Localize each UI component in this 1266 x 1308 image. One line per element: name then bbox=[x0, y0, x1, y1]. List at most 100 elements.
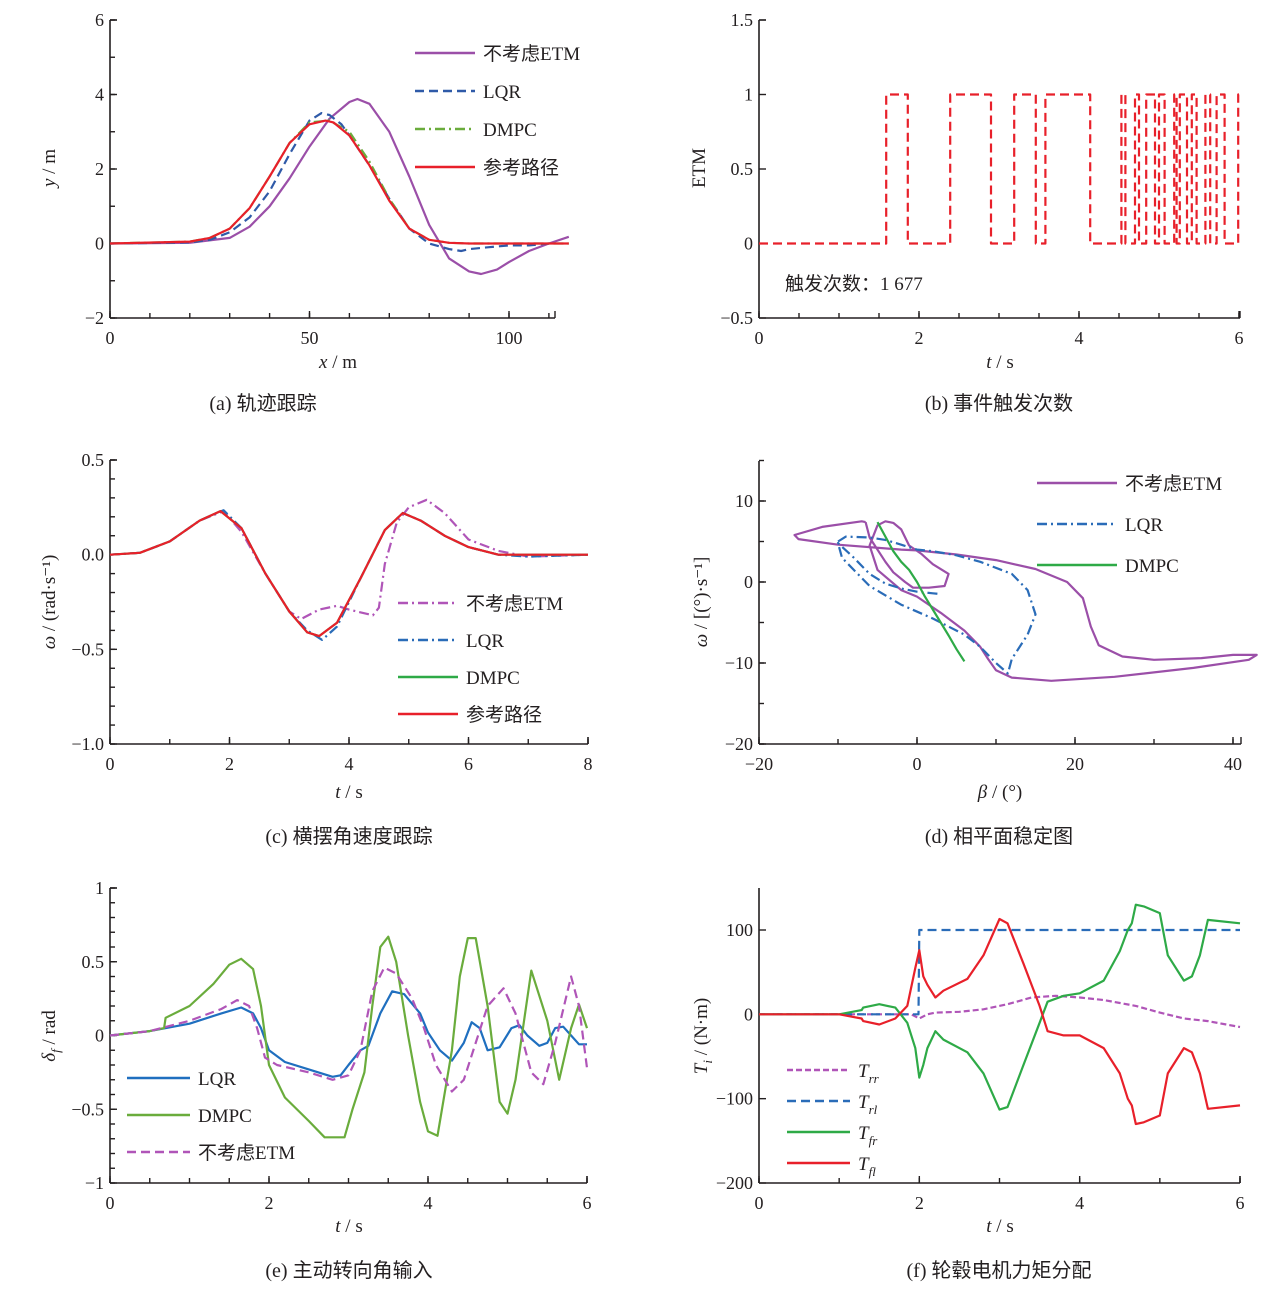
legend-label: 参考路径 bbox=[483, 157, 559, 179]
x-tick-label: 4 bbox=[424, 1193, 433, 1213]
x-axis-label: t / s bbox=[986, 352, 1013, 373]
y-axis-label: ω / [(°)·s⁻¹] bbox=[691, 557, 712, 648]
x-axis-unit: / s bbox=[341, 1216, 363, 1237]
legend-label-subscript: rr bbox=[869, 1071, 880, 1086]
legend-label: LQR bbox=[466, 631, 504, 652]
x-axis-label: β / (°) bbox=[977, 782, 1023, 803]
y-tick-label: 0 bbox=[95, 234, 104, 254]
x-axis-unit: / m bbox=[327, 352, 357, 373]
x-tick-label: 4 bbox=[345, 754, 354, 774]
x-tick-label: 4 bbox=[1075, 328, 1084, 348]
legend-label: LQR bbox=[198, 1069, 236, 1090]
series-line-Tfr bbox=[759, 903, 1241, 1111]
legend-label: DMPC bbox=[198, 1106, 252, 1127]
series-line-DMPC bbox=[876, 521, 966, 662]
y-tick-label: 1.5 bbox=[731, 10, 754, 30]
x-axis-var: x bbox=[318, 352, 328, 373]
y-tick-label: 0 bbox=[744, 1004, 753, 1024]
x-tick-label: 6 bbox=[464, 754, 473, 774]
x-axis-unit: / (°) bbox=[987, 782, 1022, 803]
y-axis-label: ω / (rad·s⁻¹) bbox=[39, 555, 60, 650]
legend-label-subscript: rl bbox=[869, 1102, 878, 1117]
legend-label: LQR bbox=[1125, 515, 1163, 536]
y-tick-label: 0 bbox=[744, 234, 753, 254]
y-axis-var: y bbox=[39, 178, 60, 189]
legend: LQR DMPC 不考虑ETM bbox=[127, 1069, 295, 1164]
legend: 不考虑ETM LQR DMPC 参考路径 bbox=[398, 593, 563, 726]
y-axis-var: T bbox=[691, 1062, 712, 1074]
series-line-LQR bbox=[109, 990, 587, 1078]
panel-d: −20 0 20 40 −20 −10 0 10 β / (°) ω / [(°)·s⁻¹] (d)… bbox=[691, 459, 1258, 848]
x-tick-label: 8 bbox=[584, 754, 593, 774]
panel-caption: (e) 主动转向角输入 bbox=[265, 1259, 432, 1282]
legend-label-main: T bbox=[858, 1092, 870, 1113]
series-line-DMPC bbox=[109, 510, 588, 638]
y-tick-label: −100 bbox=[716, 1089, 753, 1109]
legend-label: 参考路径 bbox=[466, 704, 542, 726]
x-axis-label: x / m bbox=[318, 352, 357, 373]
y-tick-label: 0.5 bbox=[82, 952, 105, 972]
x-axis-var: t bbox=[335, 782, 341, 803]
series-line-不考虑ETM bbox=[109, 97, 570, 276]
x-tick-label: 0 bbox=[106, 328, 115, 348]
y-tick-label: −200 bbox=[716, 1173, 753, 1193]
panel-e: 0 2 4 6 −1 −0.5 0 0.5 1 t / s δf / rad (e) 主动转向角输入 L… bbox=[39, 878, 592, 1282]
panel-caption: (f) 轮毂电机力矩分配 bbox=[907, 1259, 1092, 1282]
series-line-ETM bbox=[759, 93, 1240, 245]
x-axis-label: t / s bbox=[335, 1216, 362, 1237]
legend: 不考虑ETM LQR DMPC 参考路径 bbox=[415, 43, 580, 179]
legend-label-main: T bbox=[858, 1123, 870, 1144]
series-line-不考虑ETM bbox=[793, 520, 1258, 682]
x-tick-label: 4 bbox=[1075, 1193, 1084, 1213]
x-tick-label: 6 bbox=[1235, 328, 1244, 348]
panel-caption: (b) 事件触发次数 bbox=[925, 392, 1073, 415]
y-axis-subscript: f bbox=[48, 1047, 63, 1053]
x-axis-unit: / s bbox=[992, 1216, 1014, 1237]
x-tick-label: 100 bbox=[496, 328, 523, 348]
x-tick-label: 6 bbox=[1236, 1193, 1245, 1213]
y-axis-label: Ti / (N·m) bbox=[691, 998, 715, 1074]
legend-label: 不考虑ETM bbox=[198, 1142, 295, 1164]
y-tick-label: 1 bbox=[744, 85, 753, 105]
x-tick-label: 6 bbox=[583, 1193, 592, 1213]
y-tick-label: −0.5 bbox=[71, 1099, 104, 1119]
legend-label: Trr bbox=[858, 1061, 880, 1086]
y-tick-label: 0 bbox=[95, 1026, 104, 1046]
x-tick-label: 0 bbox=[106, 1193, 115, 1213]
y-tick-label: 100 bbox=[726, 920, 753, 940]
y-tick-label: 4 bbox=[95, 85, 104, 105]
x-tick-label: 2 bbox=[265, 1193, 274, 1213]
legend-label: Trl bbox=[858, 1092, 878, 1117]
series-line-Trl bbox=[759, 928, 1240, 1016]
x-tick-label: 2 bbox=[225, 754, 234, 774]
legend-label: DMPC bbox=[466, 668, 520, 689]
series-line-参考路径 bbox=[109, 119, 569, 245]
x-axis-label: t / s bbox=[986, 1216, 1013, 1237]
x-axis-unit: / s bbox=[992, 352, 1014, 373]
y-tick-label: 1 bbox=[95, 878, 104, 898]
x-axis-var: t bbox=[986, 1216, 992, 1237]
x-tick-label: 20 bbox=[1066, 754, 1084, 774]
y-tick-label: 0.0 bbox=[82, 545, 105, 565]
x-tick-label: 2 bbox=[915, 1193, 924, 1213]
panel-f: 0 2 4 6 −200 −100 0 100 t / s Ti / (N·m) (f) 轮毂电机力… bbox=[691, 888, 1245, 1282]
x-axis-var: β bbox=[977, 782, 988, 803]
series-line-Tfl bbox=[759, 917, 1241, 1126]
y-tick-label: 0.5 bbox=[731, 159, 754, 179]
y-tick-label: −10 bbox=[725, 653, 753, 673]
x-tick-label: 50 bbox=[301, 328, 319, 348]
y-axis-unit: / [(°)·s⁻¹] bbox=[691, 557, 712, 634]
y-tick-label: 6 bbox=[95, 10, 104, 30]
panel-caption: (a) 轨迹跟踪 bbox=[209, 392, 316, 415]
legend-label: Tfl bbox=[858, 1154, 876, 1179]
y-tick-label: −1 bbox=[85, 1173, 104, 1193]
legend-label: 不考虑ETM bbox=[1125, 473, 1222, 495]
x-axis-var: t bbox=[335, 1216, 341, 1237]
series-line-参考路径 bbox=[109, 510, 588, 638]
legend-label: Tfr bbox=[858, 1123, 878, 1148]
y-axis-unit: / (N·m) bbox=[691, 998, 712, 1060]
y-tick-label: −20 bbox=[725, 734, 753, 754]
y-axis-label: y / m bbox=[39, 149, 60, 189]
x-tick-label: 2 bbox=[915, 328, 924, 348]
